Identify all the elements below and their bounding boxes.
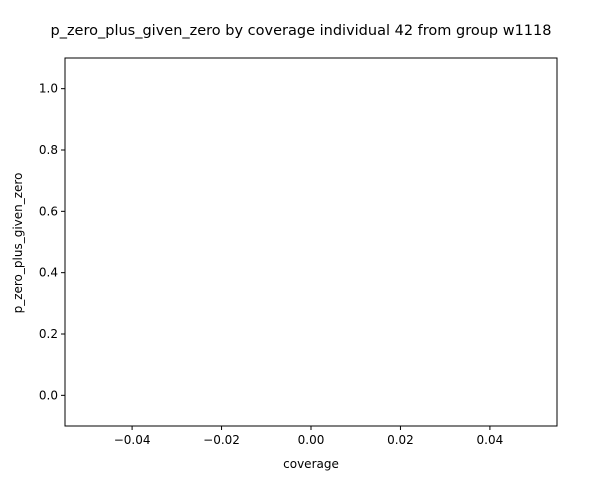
x-tick-label: 0.04 [477,433,504,447]
x-axis-label: coverage [283,457,339,471]
y-tick-label: 0.0 [39,388,58,402]
y-tick-label: 0.8 [39,143,58,157]
y-tick-label: 0.2 [39,327,58,341]
x-tick-label: 0.02 [387,433,414,447]
y-axis-label: p_zero_plus_given_zero [11,173,25,314]
x-axis: −0.04 −0.02 0.00 0.02 0.04 [114,426,504,447]
y-axis: 0.0 0.2 0.4 0.6 0.8 1.0 [39,82,65,402]
y-tick-label: 1.0 [39,82,58,96]
x-tick-label: 0.00 [298,433,325,447]
x-tick-label: −0.04 [114,433,151,447]
x-tick-label: −0.02 [203,433,240,447]
plot-area [64,57,558,427]
chart-title: p_zero_plus_given_zero by coverage indiv… [50,23,551,39]
y-tick-label: 0.4 [39,266,58,280]
y-tick-label: 0.6 [39,204,58,218]
